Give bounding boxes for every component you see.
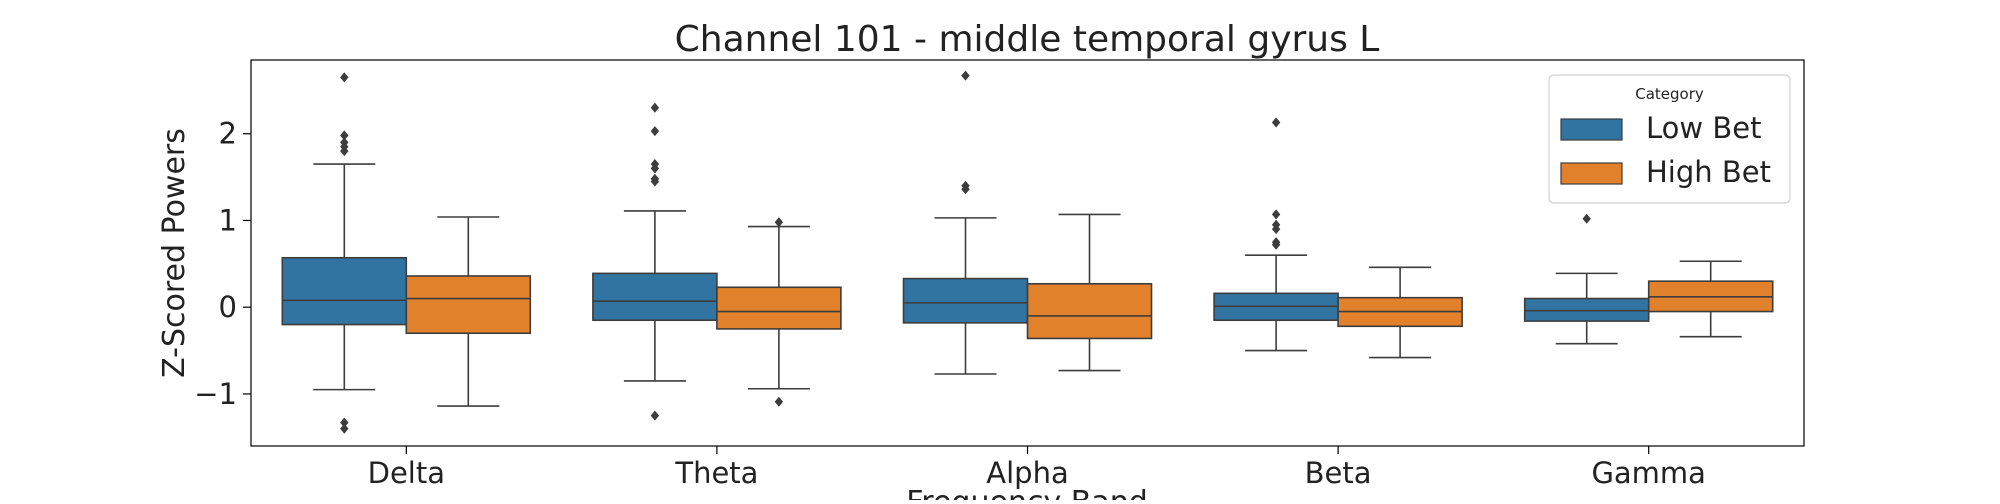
- outlier-point: [650, 176, 660, 187]
- x-tick-label-alpha: Alpha: [986, 456, 1068, 490]
- iqr-box: [902, 277, 1029, 324]
- legend-label-high-bet: High Bet: [1646, 155, 1771, 189]
- outlier-point: [961, 70, 970, 81]
- outlier-point: [961, 184, 970, 195]
- x-tick-label-beta: Beta: [1305, 456, 1372, 490]
- outlier-point: [340, 72, 349, 83]
- chart-title: Channel 101 - middle temporal gyrus L: [675, 19, 1380, 60]
- outlier-point: [1271, 209, 1281, 220]
- y-tick-label: 2: [219, 117, 237, 151]
- y-tick-label: −1: [194, 377, 237, 411]
- iqr-box: [1523, 297, 1650, 322]
- box-high-bet-delta: [405, 216, 532, 407]
- outlier-point: [340, 423, 349, 434]
- box-high-bet-alpha: [1026, 213, 1153, 372]
- outlier-point: [650, 410, 660, 421]
- legend-swatch-high-bet: [1560, 162, 1623, 185]
- outlier-point: [1271, 239, 1281, 250]
- legend-label-low-bet: Low Bet: [1646, 111, 1761, 145]
- legend: Category Low Bet High Bet: [1548, 74, 1791, 204]
- iqr-box: [405, 275, 532, 335]
- outlier-point: [650, 126, 660, 137]
- box-high-bet-beta: [1337, 266, 1463, 359]
- box-low-bet-theta: [592, 102, 718, 421]
- iqr-box: [281, 256, 408, 326]
- outlier-point: [774, 396, 784, 407]
- outlier-point: [340, 130, 349, 141]
- box-low-bet-beta: [1213, 117, 1339, 352]
- legend-swatch-low-bet: [1560, 118, 1623, 141]
- outlier-point: [340, 417, 349, 428]
- box-high-bet-theta: [716, 217, 842, 407]
- x-tick-label-delta: Delta: [368, 456, 445, 490]
- box-low-bet-alpha: [902, 70, 1029, 375]
- legend-title: Category: [1635, 85, 1704, 103]
- y-tick-label: 1: [219, 203, 237, 237]
- x-tick-label-gamma: Gamma: [1591, 456, 1706, 490]
- y-tick-label: 0: [219, 290, 237, 324]
- x-tick-label-theta: Theta: [674, 456, 758, 490]
- outlier-point: [1582, 213, 1591, 224]
- outlier-point: [650, 163, 660, 174]
- plot-area: −1 0 1 2 Delta Theta Alpha Beta Gamma: [194, 59, 1805, 490]
- y-axis-label: Z-Scored Powers: [157, 128, 192, 378]
- outlier-point: [650, 102, 660, 113]
- x-axis-label: Frequency Band: [906, 485, 1148, 500]
- outlier-point: [1271, 117, 1281, 128]
- outlier-point: [1271, 224, 1281, 235]
- iqr-box: [716, 286, 842, 330]
- iqr-box: [592, 272, 718, 322]
- box-high-bet-gamma: [1647, 260, 1774, 338]
- iqr-box: [1026, 282, 1153, 340]
- box-low-bet-delta: [281, 72, 408, 434]
- outlier-point: [340, 146, 349, 157]
- outlier-point: [774, 217, 784, 228]
- box-low-bet-gamma: [1523, 213, 1650, 345]
